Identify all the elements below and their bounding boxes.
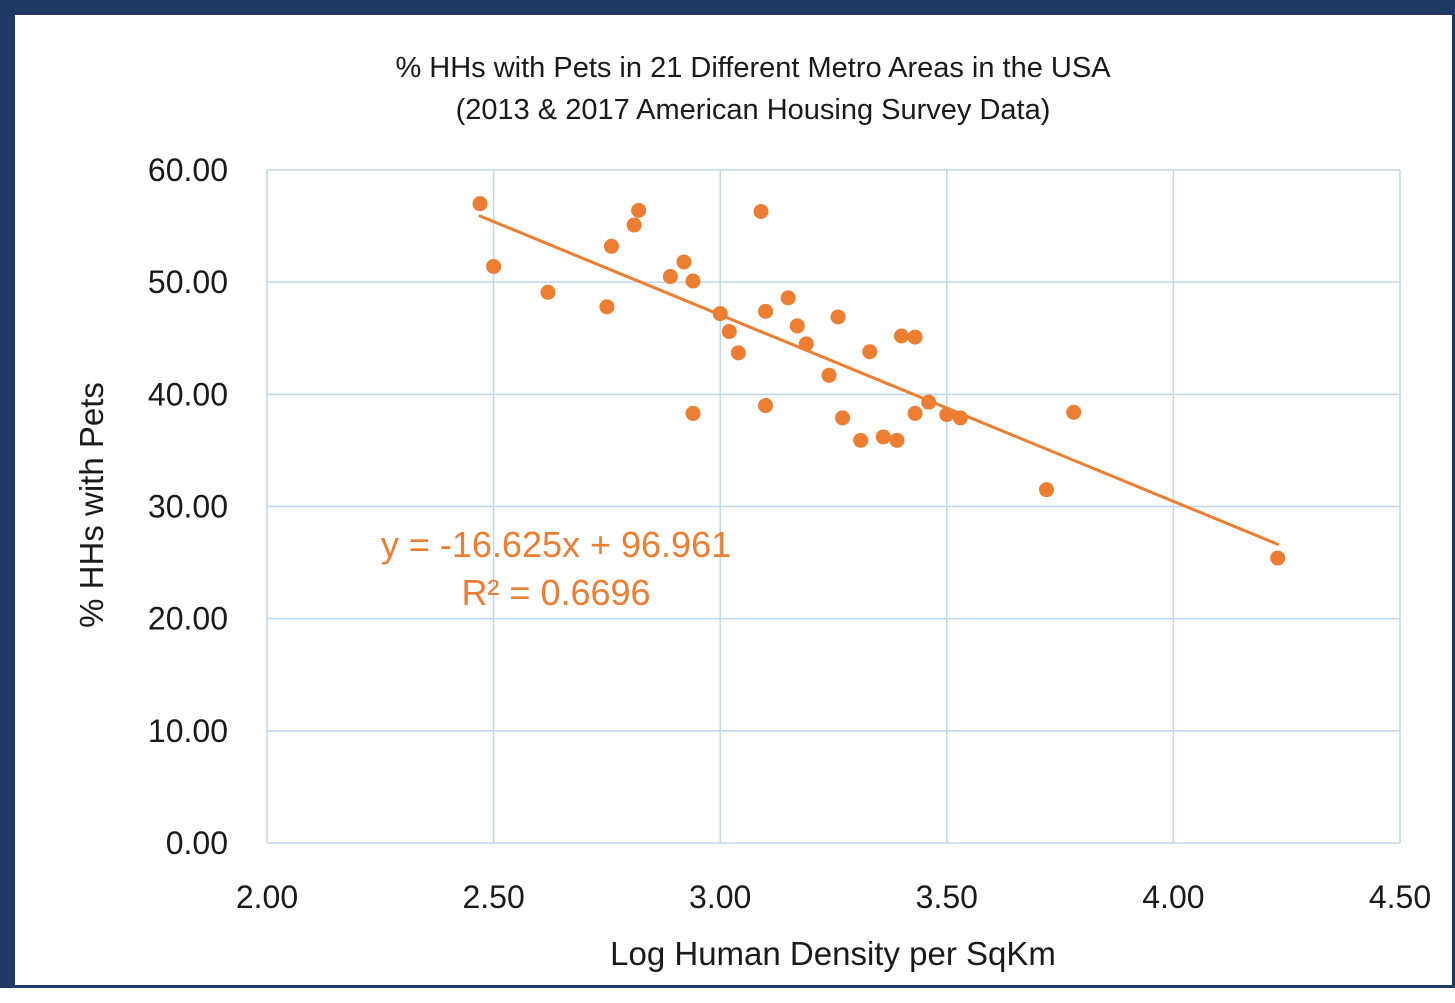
chart-title: % HHs with Pets in 21 Different Metro Ar…	[395, 52, 1111, 84]
data-point	[830, 309, 846, 325]
data-point	[835, 410, 851, 426]
data-point	[798, 336, 814, 352]
chart-subtitle: (2013 & 2017 American Housing Survey Dat…	[456, 94, 1051, 126]
x-tick-label: 3.00	[689, 879, 751, 915]
data-point	[889, 432, 905, 448]
x-tick-label: 4.50	[1369, 879, 1431, 915]
data-point	[907, 329, 923, 345]
data-point	[853, 432, 869, 448]
data-point	[1066, 404, 1082, 420]
x-tick-label: 2.00	[236, 879, 298, 915]
data-point	[540, 284, 556, 300]
data-points	[472, 196, 1286, 566]
data-point	[921, 394, 937, 410]
gridlines	[266, 169, 1401, 844]
data-point	[1270, 550, 1286, 566]
data-point	[599, 299, 615, 315]
data-point	[758, 303, 774, 319]
data-point	[603, 238, 619, 254]
data-point	[907, 405, 923, 421]
data-point	[862, 344, 878, 360]
y-axis-ticks: 0.00 10.00 20.00 30.00 40.00 50.00 60.00	[148, 152, 228, 861]
data-point	[875, 429, 891, 445]
trendline-r-squared: R² = 0.6696	[461, 572, 650, 613]
y-tick-label: 40.00	[148, 376, 228, 412]
data-point	[662, 269, 678, 285]
data-point	[486, 258, 502, 274]
trendline-equation: y = -16.625x + 96.961	[381, 524, 731, 565]
data-point	[712, 306, 728, 322]
data-point	[789, 318, 805, 334]
data-point	[780, 290, 796, 306]
x-tick-label: 3.50	[916, 879, 978, 915]
y-tick-label: 10.00	[148, 713, 228, 749]
y-axis-label: % HHs with Pets	[73, 382, 110, 628]
x-tick-label: 4.00	[1142, 879, 1204, 915]
x-axis-ticks: 2.00 2.50 3.00 3.50 4.00 4.50	[236, 879, 1431, 915]
data-point	[685, 273, 701, 289]
data-point	[939, 407, 955, 423]
data-point	[893, 328, 909, 344]
data-point	[753, 204, 769, 220]
y-tick-label: 20.00	[148, 601, 228, 637]
data-point	[472, 196, 488, 212]
y-tick-label: 0.00	[166, 825, 228, 861]
data-point	[952, 410, 968, 426]
y-tick-label: 30.00	[148, 489, 228, 525]
trendline	[478, 214, 1280, 546]
data-point	[758, 398, 774, 414]
x-axis-label: Log Human Density per SqKm	[610, 935, 1056, 972]
data-point	[730, 345, 746, 361]
data-point	[821, 367, 837, 383]
data-point	[685, 405, 701, 421]
data-point	[631, 202, 647, 218]
data-point	[626, 217, 642, 233]
y-tick-label: 50.00	[148, 264, 228, 300]
scatter-chart: % HHs with Pets in 21 Different Metro Ar…	[73, 52, 1431, 972]
data-point	[721, 324, 737, 340]
data-point	[1039, 482, 1055, 498]
data-point	[676, 254, 692, 270]
y-tick-label: 60.00	[148, 152, 228, 188]
x-tick-label: 2.50	[462, 879, 524, 915]
